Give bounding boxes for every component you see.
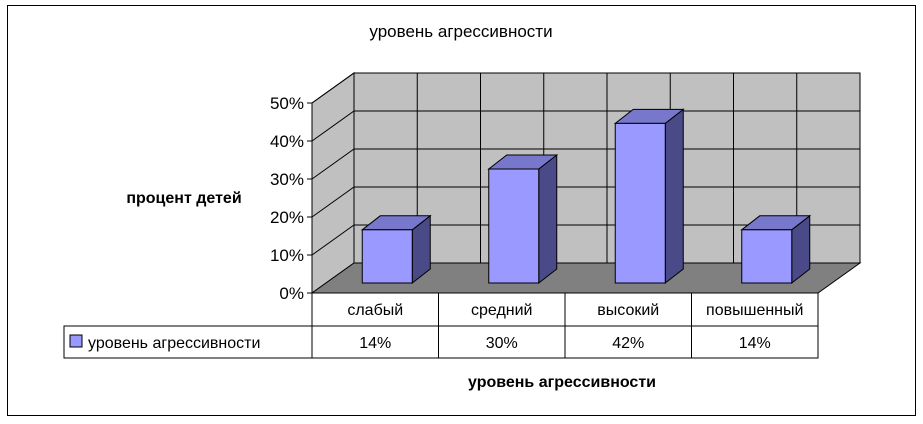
chart-title: уровень агрессивности xyxy=(369,22,552,41)
table-header-cell xyxy=(564,292,692,327)
y-tick-label: 20% xyxy=(270,208,304,227)
legend-label: уровень агрессивности xyxy=(88,335,260,352)
data-label: 30% xyxy=(486,335,518,352)
gridline xyxy=(311,148,860,180)
table-value-cell xyxy=(438,325,566,359)
bar-средний xyxy=(487,153,559,285)
category-label: высокий xyxy=(597,302,659,319)
category-label: слабый xyxy=(347,302,403,319)
y-tick-label: 10% xyxy=(270,246,304,265)
plot-area: 0% 10% 20% 30% 40% 50% xyxy=(270,72,862,303)
x-axis-title: уровень агрессивности xyxy=(468,374,656,391)
category-label: повышенный xyxy=(706,302,803,319)
y-tick-label: 40% xyxy=(270,132,304,151)
legend-swatch xyxy=(69,334,83,348)
bar xyxy=(741,229,793,284)
bar-side xyxy=(664,108,684,285)
data-table: слабый средний высокий повышенный уровень аг… xyxy=(63,292,819,359)
side-wall xyxy=(311,72,355,294)
table-header-cell xyxy=(311,292,439,327)
data-label: 14% xyxy=(359,335,391,352)
bar xyxy=(614,122,666,284)
table-header-cell xyxy=(691,292,819,327)
y-axis-title: процент детей xyxy=(126,190,241,207)
bar-side xyxy=(538,153,558,285)
table-value-cell xyxy=(691,325,819,359)
bar-повышенный xyxy=(740,214,812,285)
y-tick-label: 0% xyxy=(279,284,304,303)
bar xyxy=(488,168,540,284)
legend-cell xyxy=(63,325,313,359)
bar-высокий xyxy=(613,108,685,285)
y-tick-label: 30% xyxy=(270,170,304,189)
bar-слабый xyxy=(360,214,432,285)
gridline xyxy=(311,224,860,256)
data-label: 14% xyxy=(739,335,771,352)
table-value-cell xyxy=(564,325,692,359)
gridline xyxy=(311,72,860,104)
y-tick-label: 50% xyxy=(270,94,304,113)
gridline xyxy=(311,186,860,218)
data-label: 42% xyxy=(612,335,644,352)
bar xyxy=(361,229,413,284)
gridline xyxy=(311,110,860,142)
category-label: средний xyxy=(471,302,533,319)
